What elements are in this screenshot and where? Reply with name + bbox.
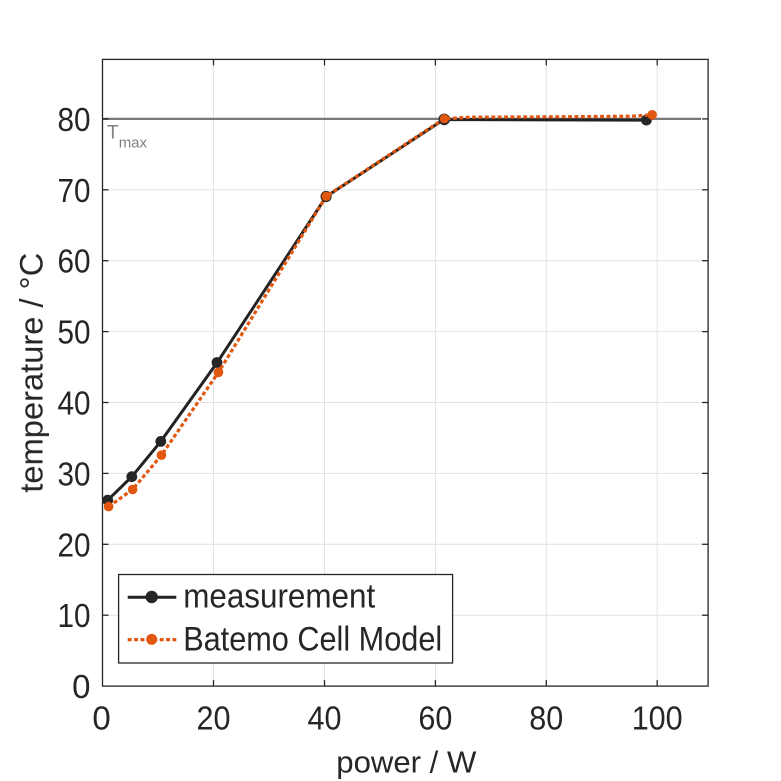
svg-text:0: 0 xyxy=(92,699,110,736)
svg-text:30: 30 xyxy=(58,455,91,492)
svg-text:max: max xyxy=(119,135,148,152)
svg-text:10: 10 xyxy=(58,597,91,634)
svg-text:T: T xyxy=(107,123,119,144)
svg-text:temperature / °C: temperature / °C xyxy=(14,253,50,493)
svg-text:measurement: measurement xyxy=(183,578,376,616)
svg-text:60: 60 xyxy=(418,699,452,736)
svg-text:70: 70 xyxy=(58,172,91,209)
svg-text:100: 100 xyxy=(632,699,683,736)
svg-text:20: 20 xyxy=(58,526,91,563)
svg-text:40: 40 xyxy=(58,385,91,422)
svg-text:40: 40 xyxy=(308,699,342,736)
svg-text:20: 20 xyxy=(197,699,231,736)
svg-text:80: 80 xyxy=(58,101,91,138)
svg-text:80: 80 xyxy=(529,699,563,736)
svg-text:power / W: power / W xyxy=(336,745,476,779)
svg-text:50: 50 xyxy=(58,314,91,351)
svg-text:60: 60 xyxy=(58,243,91,280)
svg-text:Batemo Cell Model: Batemo Cell Model xyxy=(183,620,442,658)
svg-text:0: 0 xyxy=(72,668,90,705)
